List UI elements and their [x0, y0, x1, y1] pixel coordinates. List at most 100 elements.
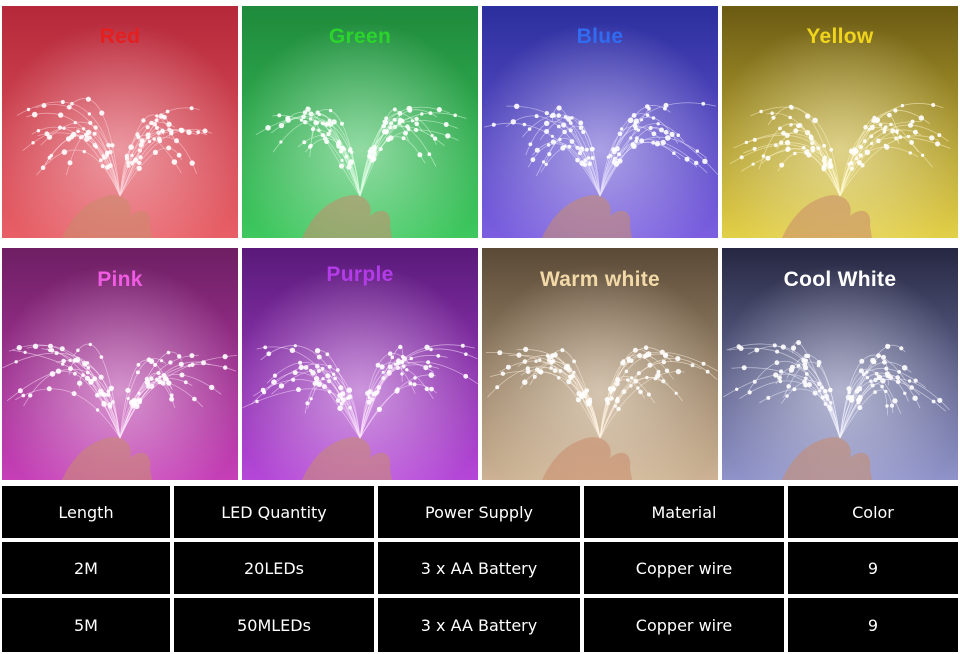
led-dot	[385, 137, 391, 143]
led-dot	[626, 378, 630, 382]
wire-strand	[599, 371, 685, 439]
led-dot	[556, 113, 561, 118]
led-dot	[305, 401, 310, 406]
led-dot	[186, 129, 192, 135]
led-dot	[544, 111, 549, 116]
led-dot	[340, 121, 344, 126]
led-dot	[340, 145, 346, 150]
wire-strand	[359, 119, 409, 197]
led-dot	[751, 162, 755, 166]
led-dot	[880, 384, 884, 389]
led-dot	[572, 359, 576, 364]
led-dot	[584, 147, 589, 152]
led-dot	[44, 131, 50, 137]
wire-strand	[839, 361, 912, 439]
wire-bundle	[16, 96, 213, 197]
wire-strand	[743, 142, 841, 197]
led-dot	[46, 386, 52, 392]
led-dot	[179, 127, 185, 134]
led-dot	[808, 134, 813, 138]
led-dot	[828, 387, 833, 393]
wire-strand	[599, 357, 718, 439]
wire-strand	[250, 363, 361, 439]
led-dot	[626, 356, 631, 362]
wire-strand	[359, 136, 426, 197]
header-led-quantity: LED Quantity	[174, 486, 374, 538]
hand-shape	[302, 437, 392, 480]
led-dot	[401, 364, 406, 369]
led-dot	[801, 145, 806, 150]
led-dot	[420, 112, 424, 116]
led-dot	[71, 391, 77, 397]
led-dot	[563, 115, 568, 119]
led-dot	[674, 391, 678, 395]
led-dot	[495, 385, 500, 390]
led-dot	[804, 149, 810, 155]
led-dot	[620, 127, 624, 131]
led-dot	[302, 140, 307, 145]
led-dot	[937, 397, 943, 403]
wire-bundle	[485, 345, 718, 439]
fairy-lights-photo-yellow	[722, 6, 958, 238]
wire-strand	[783, 361, 841, 439]
header-length: Length	[2, 486, 170, 538]
led-dot	[92, 131, 97, 136]
led-dot	[862, 139, 867, 144]
led-dot	[793, 128, 799, 134]
swatch-label-blue: Blue	[576, 25, 624, 48]
led-dot	[401, 136, 406, 141]
led-dot	[387, 351, 393, 356]
led-dot	[858, 144, 863, 150]
led-dot	[375, 362, 381, 368]
led-dot	[552, 368, 558, 373]
led-dot	[190, 362, 195, 367]
led-dot	[400, 372, 404, 376]
led-dot	[302, 110, 308, 115]
led-dot	[157, 379, 163, 384]
led-dot	[316, 381, 323, 388]
led-dot	[558, 137, 562, 142]
led-dot	[651, 131, 657, 137]
wire-strand	[599, 347, 673, 439]
swatch-label-yellow: Yellow	[806, 25, 874, 48]
led-dot	[633, 126, 638, 131]
fairy-lights-photo-red	[2, 6, 238, 238]
spec-table: Length LED Quantity Power Supply Materia…	[0, 484, 960, 654]
led-dot	[31, 141, 35, 145]
led-dot	[695, 149, 699, 153]
led-dot	[99, 158, 103, 162]
led-dot	[810, 141, 815, 146]
led-dot	[390, 355, 395, 360]
swatch-label-green: Green	[328, 25, 392, 48]
led-dot	[665, 135, 671, 141]
led-dot	[367, 395, 371, 400]
swatch-tile-warm-white: Warm white	[482, 248, 718, 480]
led-dot	[874, 117, 880, 123]
wire-strand	[266, 361, 361, 439]
wire-strand	[839, 113, 899, 197]
led-dot	[774, 360, 780, 366]
led-dot	[772, 343, 777, 348]
led-dot	[638, 389, 643, 395]
led-dot	[869, 379, 873, 383]
wire-strand	[839, 129, 921, 197]
led-dot	[892, 398, 898, 404]
wire-strand	[253, 379, 361, 439]
led-dot	[135, 370, 140, 375]
led-dot	[937, 133, 942, 138]
led-dot	[788, 115, 792, 120]
led-dot	[400, 354, 405, 359]
led-dot	[568, 128, 573, 133]
led-dot	[335, 368, 340, 372]
wire-strand	[8, 344, 121, 439]
led-dot	[522, 122, 527, 127]
led-dot	[897, 370, 901, 374]
led-dot	[146, 385, 150, 389]
color-swatch-grid: Red Green Blue Yellow Pink Purple Warm w…	[2, 6, 958, 480]
led-dot	[701, 361, 706, 366]
led-dot	[624, 369, 629, 374]
led-dot	[821, 165, 827, 171]
led-dot	[661, 359, 666, 365]
led-dot	[530, 157, 536, 163]
led-dot	[907, 122, 914, 128]
